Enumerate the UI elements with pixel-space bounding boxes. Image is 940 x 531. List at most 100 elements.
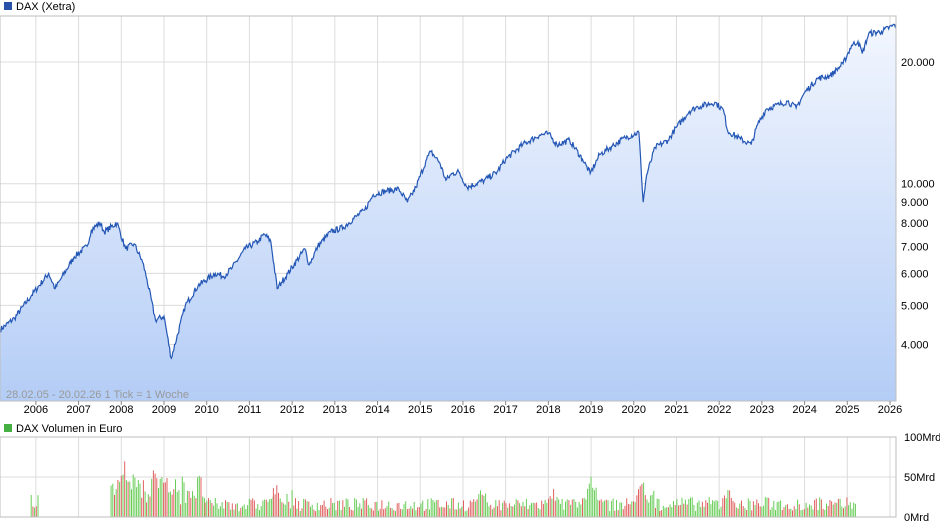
volume-bar (366, 498, 368, 517)
volume-bar (735, 507, 737, 517)
volume-y-axis: 100Mrd 50Mrd 0Mrd (904, 432, 940, 524)
volume-bar (797, 499, 799, 517)
volume-bar (303, 498, 305, 517)
volume-bar (195, 498, 197, 517)
volume-y-tick-label: 0Mrd (904, 512, 929, 524)
volume-bar (456, 509, 458, 517)
volume-bar (776, 501, 778, 517)
volume-bar (532, 502, 534, 517)
volume-bar (514, 504, 515, 517)
volume-bar (679, 505, 681, 517)
volume-bar (778, 501, 780, 517)
volume-bar (306, 501, 308, 517)
volume-bar (502, 502, 504, 517)
volume-bar (459, 508, 461, 517)
volume-bar (829, 500, 831, 517)
volume-bar (683, 503, 685, 517)
volume-bar (213, 505, 215, 517)
volume-bar (595, 487, 597, 517)
volume-bar (381, 500, 383, 517)
volume-bar (565, 501, 566, 517)
volume-bar (369, 507, 371, 517)
y-tick-label: 7.000 (901, 241, 929, 253)
volume-bar (853, 502, 855, 517)
volume-bar (488, 506, 490, 517)
volume-bar (671, 507, 673, 517)
volume-bar (599, 500, 600, 517)
volume-bar (807, 507, 809, 517)
volume-bar (452, 498, 454, 517)
volume-bar (693, 504, 695, 517)
volume-bar (624, 505, 626, 517)
volume-bar (395, 510, 396, 517)
volume-bar (430, 498, 432, 517)
volume-bar (729, 490, 731, 517)
volume-bar (546, 502, 548, 517)
volume-bar (483, 495, 485, 517)
volume-bar (342, 500, 344, 517)
volume-bar (359, 503, 361, 517)
x-tick-label: 2011 (238, 404, 262, 416)
volume-bar (223, 508, 225, 517)
volume-bar (139, 483, 141, 517)
volume-bar (751, 510, 753, 517)
volume-bar (372, 510, 374, 517)
volume-bar (684, 499, 686, 517)
x-tick-label: 2013 (323, 404, 347, 416)
volume-bar (120, 475, 122, 517)
volume-bar (398, 502, 400, 517)
volume-bar (578, 502, 580, 517)
volume-bar (243, 504, 245, 517)
volume-bar (474, 501, 476, 517)
volume-bar (780, 500, 782, 517)
volume-bar (614, 510, 616, 517)
volume-bar (267, 501, 269, 517)
volume-bar (512, 506, 514, 517)
volume-bar (129, 481, 131, 517)
volume-bar (457, 502, 459, 517)
x-tick-label: 2016 (451, 404, 475, 416)
volume-bar (203, 497, 205, 517)
volume-bar (235, 504, 237, 517)
volume-bar (649, 495, 651, 517)
volume-bar (221, 502, 223, 517)
volume-bar (805, 502, 807, 517)
volume-bar (169, 491, 171, 517)
volume-bar (617, 510, 619, 517)
volume-bar (854, 503, 856, 517)
volume-bar (417, 507, 419, 517)
volume-bar (836, 502, 838, 517)
volume-bar (781, 510, 783, 517)
volume-bar (633, 501, 634, 517)
volume-bar (34, 507, 36, 517)
volume-bar (408, 508, 410, 517)
volume-bar (656, 498, 658, 517)
volume-bar (122, 474, 124, 517)
volume-bar (301, 508, 303, 517)
volume-bar (146, 502, 148, 517)
volume-bar (503, 500, 505, 517)
volume-bar (621, 502, 623, 517)
volume-bar (686, 504, 688, 517)
volume-bar (485, 493, 487, 517)
volume-bar (299, 511, 301, 517)
volume-bar (218, 508, 220, 517)
volume-bar (181, 476, 183, 517)
volume-bar (634, 502, 636, 517)
volume-bar (247, 505, 249, 517)
volume-bar (556, 497, 558, 517)
volume-bar (673, 501, 674, 517)
volume-bar (493, 507, 495, 517)
volume-bar (333, 502, 335, 517)
volume-bar (413, 501, 415, 517)
volume-bar (541, 500, 543, 517)
volume-bar (231, 503, 233, 517)
volume-bars (30, 461, 856, 517)
volume-bar (444, 507, 446, 517)
volume-bar (519, 503, 521, 517)
volume-bar (593, 490, 595, 517)
volume-bar (713, 501, 715, 517)
volume-bar (785, 505, 787, 517)
volume-bar (542, 503, 544, 517)
